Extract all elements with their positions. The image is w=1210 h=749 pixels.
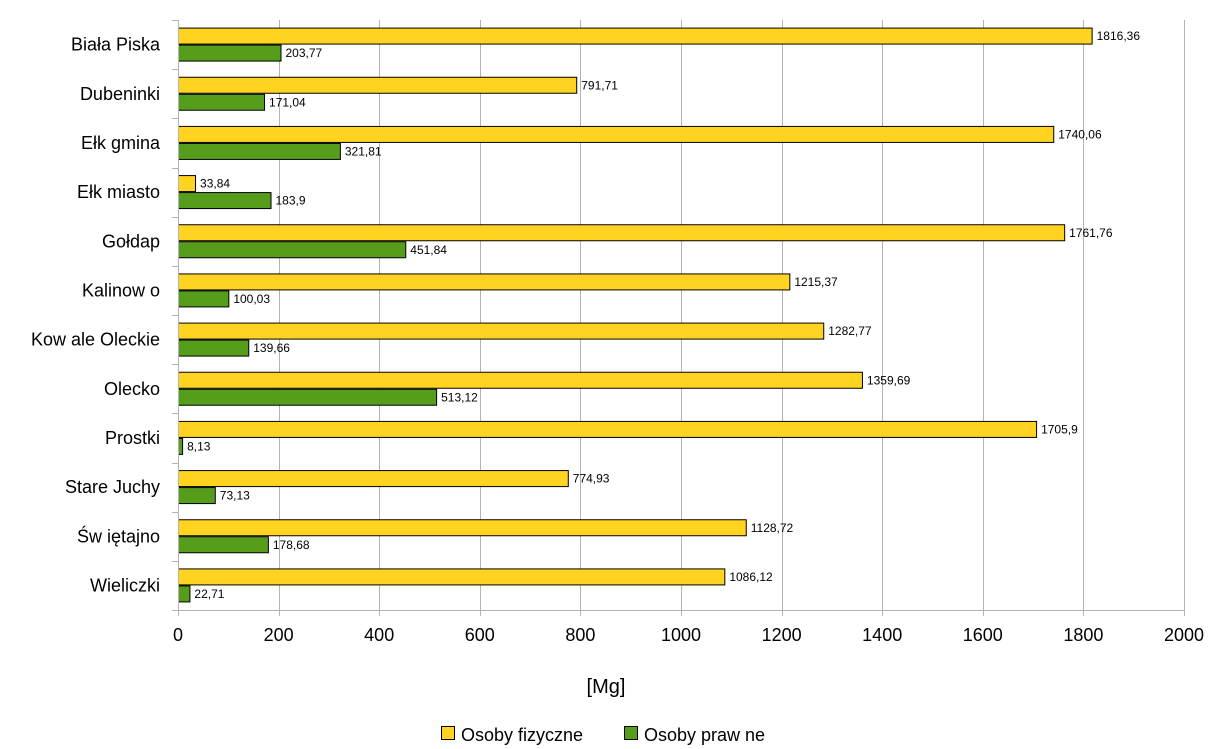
bar-osoby-prawne [178, 339, 250, 357]
bar-osoby-fizyczne [178, 175, 197, 193]
bar-osoby-prawne [178, 290, 230, 308]
data-label: 1705,9 [1041, 422, 1078, 436]
category-label: Kow ale Oleckie [31, 330, 160, 350]
data-label: 22,71 [194, 587, 224, 601]
bar-osoby-fizyczne [178, 76, 578, 94]
data-label: 1215,37 [794, 275, 838, 289]
data-label: 203,77 [285, 46, 322, 60]
bar-osoby-prawne [178, 437, 184, 455]
legend-label: Osoby praw ne [644, 725, 765, 745]
bar-osoby-fizyczne [178, 519, 747, 537]
axes [172, 20, 1185, 616]
x-tick-label: 200 [264, 625, 294, 645]
data-label: 1359,69 [867, 373, 911, 387]
data-label: 178,68 [273, 538, 310, 552]
x-axis-title: [Mg] [587, 676, 626, 698]
x-tick-label: 600 [465, 625, 495, 645]
data-label: 1128,72 [751, 521, 794, 535]
x-tick-label: 1800 [1063, 625, 1103, 645]
data-label: 33,84 [200, 177, 230, 191]
bar-osoby-prawne [178, 142, 341, 160]
data-label: 1086,12 [729, 570, 773, 584]
x-tick-label: 400 [364, 625, 394, 645]
x-tick-label: 800 [565, 625, 595, 645]
data-label: 451,84 [410, 243, 447, 257]
data-label: 321,81 [345, 144, 382, 158]
bar-osoby-prawne [178, 93, 266, 111]
data-label: 8,13 [187, 439, 211, 453]
bar-osoby-prawne [178, 44, 282, 62]
x-tick-label: 1000 [661, 625, 701, 645]
legend: Osoby fizyczne Osoby praw ne [441, 725, 765, 745]
data-label: 171,04 [269, 95, 306, 109]
data-label: 73,13 [220, 489, 250, 503]
data-label: 183,9 [276, 194, 306, 208]
category-label: Kalinow o [82, 280, 160, 300]
category-label: Biała Piska [71, 35, 161, 55]
bar-osoby-prawne [178, 536, 269, 554]
data-label: 139,66 [253, 341, 290, 355]
bar-osoby-fizyczne [178, 273, 791, 291]
bar-osoby-prawne [178, 585, 191, 603]
data-label: 513,12 [441, 390, 478, 404]
data-label: 1816,36 [1097, 29, 1141, 43]
category-label: Św iętajno [77, 525, 160, 546]
bar-osoby-prawne [178, 192, 272, 210]
category-label: Wieliczki [90, 575, 160, 595]
bar-osoby-fizyczne [178, 420, 1038, 438]
x-tick-label: 0 [173, 625, 183, 645]
category-label: Prostki [105, 428, 160, 448]
category-label: Ełk gmina [81, 133, 161, 153]
bar-osoby-fizyczne [178, 371, 863, 389]
bar-osoby-prawne [178, 241, 407, 259]
bar-osoby-fizyczne [178, 125, 1055, 143]
bar-osoby-prawne [178, 487, 216, 505]
x-tick-label: 1200 [762, 625, 802, 645]
bar-osoby-fizyczne [178, 568, 726, 586]
bar-osoby-fizyczne [178, 27, 1093, 45]
data-label: 774,93 [573, 472, 610, 486]
category-label: Stare Juchy [65, 477, 160, 497]
legend-label: Osoby fizyczne [461, 725, 583, 745]
data-label: 1282,77 [828, 324, 872, 338]
category-label: Olecko [104, 379, 160, 399]
grid-lines [279, 20, 1185, 610]
category-label: Gołdap [102, 231, 160, 251]
x-tick-label: 1400 [862, 625, 902, 645]
legend-swatch [441, 726, 455, 740]
category-label: Ełk miasto [77, 182, 160, 202]
labels: 0 200 400 600 800 1000 1200 1400 1600 1800 2000 Bia… [31, 29, 1204, 645]
data-label: 791,71 [581, 78, 618, 92]
bar-osoby-fizyczne [178, 224, 1066, 242]
bar-osoby-fizyczne [178, 322, 825, 340]
bar-osoby-prawne [178, 388, 438, 406]
data-label: 1761,76 [1069, 226, 1113, 240]
bars [178, 27, 1093, 603]
bar-osoby-fizyczne [178, 470, 569, 488]
data-label: 100,03 [233, 292, 270, 306]
data-label: 1740,06 [1058, 127, 1102, 141]
x-tick-label: 1600 [963, 625, 1003, 645]
x-tick-label: 2000 [1164, 625, 1204, 645]
category-label: Dubeninki [80, 84, 160, 104]
legend-swatch [624, 726, 638, 740]
